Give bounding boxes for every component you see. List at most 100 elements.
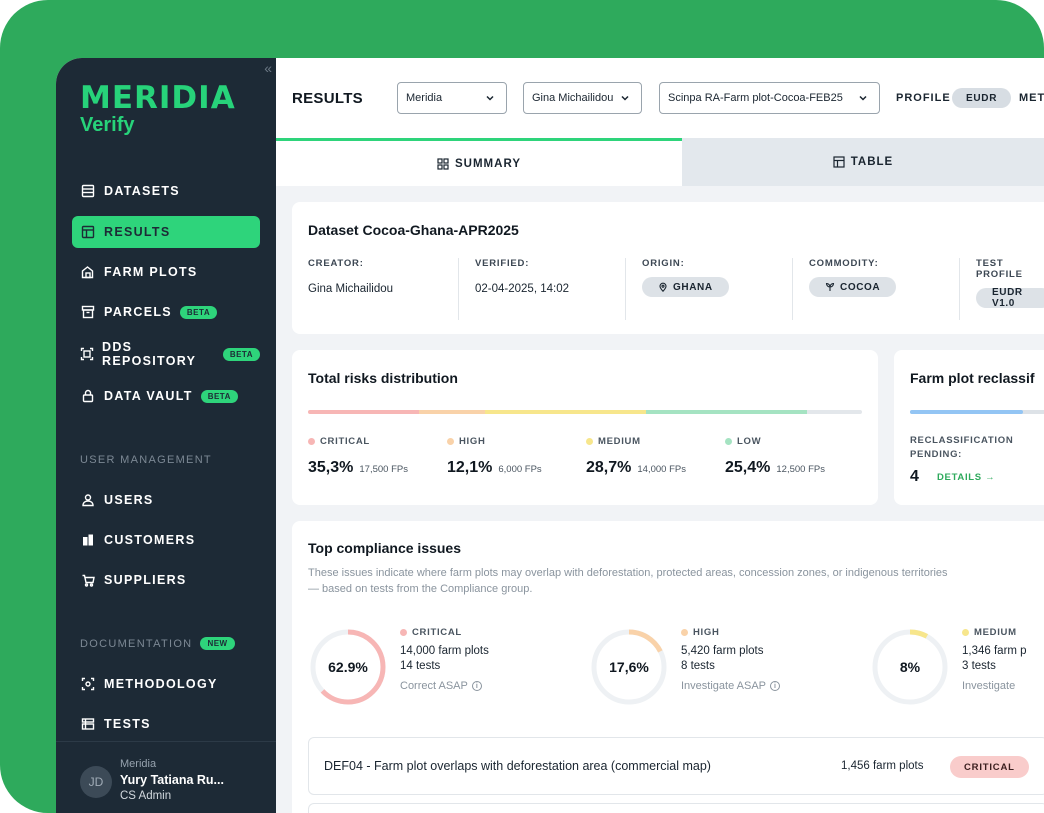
pill-text: GHANA	[673, 281, 713, 293]
divider	[625, 258, 626, 320]
risk-bar-segment	[485, 410, 646, 414]
meta-label: ORIGIN:	[642, 258, 685, 269]
sidebar-item-label: DDS REPOSITORY	[102, 340, 197, 368]
sidebar-item-farm-plots[interactable]: FARM PLOTS	[72, 256, 260, 288]
donut-high: 17,6% HIGH 5,420 farm plots 8 tests Inve…	[589, 627, 859, 707]
sidebar-item-label: PARCELS	[104, 305, 172, 319]
tab-label: SUMMARY	[455, 157, 521, 170]
new-badge: NEW	[200, 637, 235, 650]
reclassification-progress	[910, 410, 1044, 414]
creator-field: CREATOR: Gina Michailidou	[308, 258, 393, 318]
chevron-down-icon	[486, 95, 494, 101]
compliance-card: Top compliance issues These issues indic…	[292, 521, 1044, 813]
risk-pct: 12,1%	[447, 459, 493, 476]
meta-value: Gina Michailidou	[308, 283, 394, 295]
info-icon[interactable]: i	[770, 681, 780, 691]
truck-icon	[80, 572, 96, 588]
farm-plots-icon	[80, 264, 96, 280]
lock-icon	[80, 388, 96, 404]
critical-dot	[400, 629, 407, 636]
risks-card: Total risks distribution CRITICAL 35,3% 1…	[292, 350, 878, 505]
sidebar: « MERIDIA Verify DATASETS RESULTS FARM P…	[56, 58, 276, 813]
pending-label-line: PENDING:	[910, 449, 963, 460]
meta-value: 02-04-2025, 14:02	[475, 283, 569, 295]
action-text: Investigate	[962, 680, 1016, 692]
pending-label: RECLASSIFICATION PENDING:	[910, 434, 1013, 462]
organization-select[interactable]: Meridia	[397, 82, 507, 114]
parcels-icon	[80, 304, 96, 320]
sidebar-item-results[interactable]: RESULTS	[72, 216, 260, 248]
user-profile[interactable]: JD Meridia Yury Tatiana Ru... CS Admin	[56, 741, 276, 813]
pending-label-line: RECLASSIFICATION	[910, 435, 1014, 446]
brand-logo: MERIDIA	[80, 80, 236, 116]
divider	[792, 258, 793, 320]
commodity-pill: COCOA	[809, 277, 897, 297]
donut-level: MEDIUM	[974, 627, 1017, 638]
tab-label: TABLE	[850, 156, 894, 168]
sidebar-item-customers[interactable]: CUSTOMERS	[72, 524, 260, 556]
donut-chart	[872, 629, 948, 705]
app-window: « MERIDIA Verify DATASETS RESULTS FARM P…	[56, 58, 1044, 813]
user-name: Yury Tatiana Ru...	[120, 773, 224, 787]
sidebar-item-dds-repository[interactable]: DDS REPOSITORY BETA	[72, 338, 260, 370]
chevron-down-icon	[621, 95, 629, 101]
reclassification-card: Farm plot reclassif RECLASSIFICATION PEN…	[894, 350, 1044, 505]
info-icon[interactable]: i	[471, 681, 482, 691]
topbar: RESULTS Meridia Gina Michailidou Scinpa …	[276, 58, 1044, 138]
donut-chart	[310, 629, 386, 705]
dds-repository-icon	[80, 346, 94, 362]
sidebar-item-label: TESTS	[104, 717, 151, 731]
reclassification-title: Farm plot reclassif	[910, 370, 1035, 386]
sidebar-item-suppliers[interactable]: SUPPLIERS	[72, 564, 260, 596]
donut-action: Investigate	[962, 680, 1027, 692]
creator-select[interactable]: Gina Michailidou	[523, 82, 642, 114]
donut-info: HIGH 5,420 farm plots 8 tests Investigat…	[681, 627, 780, 692]
tab-summary[interactable]: SUMMARY	[276, 138, 682, 186]
compliance-title: Top compliance issues	[308, 540, 462, 556]
methodology-icon	[80, 676, 96, 692]
verified-field: VERIFIED: 02-04-2025, 14:02	[475, 258, 569, 318]
sidebar-item-parcels[interactable]: PARCELS BETA	[72, 296, 260, 328]
sidebar-item-label: DATA VAULT	[104, 389, 193, 403]
details-link[interactable]: DETAILS →	[937, 472, 996, 483]
brand-product: Verify	[80, 114, 135, 136]
meta-label: TEST PROFILE	[976, 258, 1023, 280]
issue-row[interactable]	[308, 803, 1044, 813]
commodity-field: COMMODITY: COCOA	[809, 258, 897, 318]
risk-low: LOW 25,4% 12,500 FPs	[725, 436, 825, 477]
risk-bar-segment	[308, 410, 419, 414]
donut-action: Investigate ASAP i	[681, 680, 780, 692]
sidebar-item-label: FARM PLOTS	[104, 265, 198, 279]
grid-icon	[437, 157, 449, 170]
sidebar-item-label: CUSTOMERS	[104, 533, 196, 547]
issue-count: 1,456 farm plots	[841, 760, 924, 772]
tab-table[interactable]: TABLE	[682, 138, 1044, 186]
compliance-description: These issues indicate where farm plots m…	[308, 567, 948, 595]
divider	[959, 258, 960, 320]
donut-pct: 17,6%	[609, 659, 649, 675]
risk-bar-segment	[645, 410, 807, 414]
risk-pct: 28,7%	[586, 459, 632, 476]
risk-pct: 25,4%	[725, 459, 771, 476]
collapse-sidebar-icon[interactable]: «	[264, 60, 272, 76]
beta-badge: BETA	[222, 347, 260, 361]
documentation-heading: DOCUMENTATION NEW	[80, 637, 235, 650]
donut-info: MEDIUM 1,346 farm p 3 tests Investigate	[962, 627, 1027, 692]
profile-pill[interactable]: EUDR	[952, 88, 1012, 108]
issue-row[interactable]: DEF04 - Farm plot overlaps with deforest…	[308, 737, 1044, 795]
select-value: Gina Michailidou	[532, 92, 614, 104]
donut-medium: 8% MEDIUM 1,346 farm p 3 tests Investiga…	[870, 627, 1044, 707]
donut-chart	[591, 629, 667, 705]
risk-fps: 6,000 FPs	[498, 464, 542, 475]
action-text: Investigate ASAP	[681, 680, 766, 692]
sidebar-item-tests[interactable]: TESTS	[72, 708, 260, 740]
dataset-select[interactable]: Scinpa RA-Farm plot-Cocoa-FEB25	[659, 82, 880, 114]
sidebar-item-data-vault[interactable]: DATA VAULT BETA	[72, 380, 260, 412]
user-management-heading: USER MANAGEMENT	[80, 454, 212, 466]
critical-dot	[308, 438, 315, 445]
sidebar-item-datasets[interactable]: DATASETS	[72, 175, 260, 207]
issue-title: DEF04 - Farm plot overlaps with deforest…	[324, 759, 711, 773]
sidebar-item-users[interactable]: USERS	[72, 484, 260, 516]
action-text: Correct ASAP	[400, 680, 468, 692]
sidebar-item-methodology[interactable]: METHODOLOGY	[72, 668, 260, 700]
